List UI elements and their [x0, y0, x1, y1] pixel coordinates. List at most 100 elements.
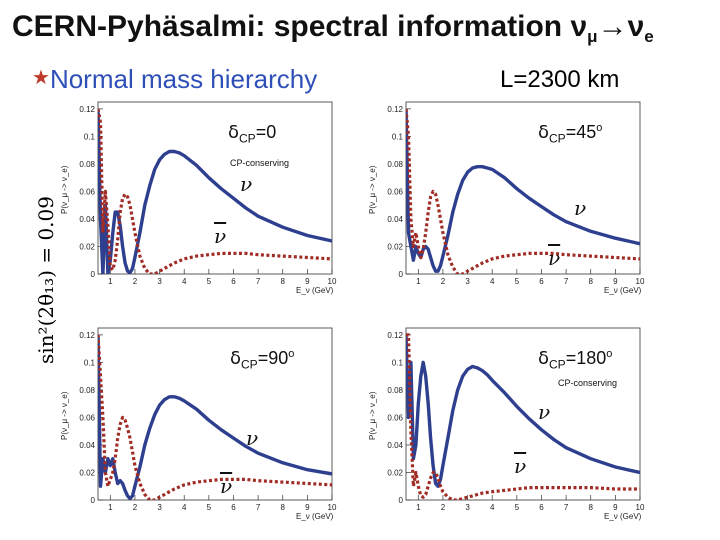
x-tick-label: 5	[207, 277, 212, 286]
nu-label: ν	[574, 196, 587, 220]
bullet-normal-hierarchy: ★Normal mass hierarchy	[32, 64, 317, 95]
y-tick-label: 0.1	[392, 132, 404, 141]
delta-sub: CP	[549, 357, 566, 372]
x-tick-label: 10	[328, 503, 337, 512]
x-tick-label: 8	[589, 503, 594, 512]
x-axis-label: E_ν (GeV)	[296, 286, 334, 295]
x-tick-label: 7	[256, 277, 261, 286]
nubar-label: ν	[220, 474, 233, 498]
y-tick-label: 0.02	[387, 468, 403, 477]
x-tick-label: 2	[441, 277, 446, 286]
x-tick-label: 4	[490, 277, 495, 286]
side-label-container: sin²(2θ₁₃) = 0.09	[2, 160, 58, 400]
y-tick-label: 0.1	[84, 132, 96, 141]
delta-sub: CP	[239, 131, 256, 146]
nubar-label: ν	[548, 246, 561, 270]
x-tick-label: 3	[157, 503, 162, 512]
x-tick-label: 5	[515, 503, 520, 512]
delta-symbol: δ	[230, 348, 242, 369]
neutrino-curve	[406, 334, 640, 488]
y-tick-label: 0	[91, 496, 96, 505]
panel-top-right: 1 2 3 4 5 6 7 8 9 10 0 0.02 0.04 0.06 0.08 0.1 0.12 P(ν_μ…	[368, 96, 650, 304]
y-tick-label: 0.08	[79, 160, 95, 169]
plot-frame	[97, 327, 333, 501]
x-tick-label: 9	[305, 503, 310, 512]
delta-cp-label: δCP=0	[228, 122, 276, 146]
probability-plot: 1 2 3 4 5 6 7 8 9 10 0 0.02 0.04 0.06 0.08 0.1 0.12	[79, 327, 337, 512]
probability-plot: 1 2 3 4 5 6 7 8 9 10 0 0.02 0.04 0.06 0.08 0.1 0.12	[387, 101, 645, 286]
nu-label: ν	[246, 426, 259, 450]
neutrino-curve	[98, 108, 332, 274]
y-tick-label: 0.06	[79, 187, 95, 196]
x-tick-label: 1	[416, 503, 421, 512]
star-icon: ★	[32, 67, 50, 89]
x-axis-label: E_ν (GeV)	[296, 512, 334, 521]
delta-value: =180	[565, 348, 607, 368]
x-tick-label: 1	[416, 277, 421, 286]
delta-cp-label: δCP=180o	[538, 348, 612, 372]
y-axis-label: P(ν_μ -> ν_e)	[60, 391, 69, 440]
neutrino-curve	[98, 334, 332, 500]
x-tick-label: 5	[207, 503, 212, 512]
probability-plot: 1 2 3 4 5 6 7 8 9 10 0 0.02 0.04 0.06 0.08 0.1 0.12	[79, 101, 337, 286]
x-tick-label: 6	[539, 503, 544, 512]
x-tick-label: 1	[108, 503, 113, 512]
x-tick-label: 8	[281, 503, 286, 512]
panel-top-left: 1 2 3 4 5 6 7 8 9 10 0 0.02 0.04 0.06 0.08 0.1 0.12 P(ν_μ…	[60, 96, 342, 304]
y-tick-label: 0.12	[387, 331, 403, 340]
x-tick-label: 9	[305, 277, 310, 286]
x-tick-label: 4	[182, 503, 187, 512]
delta-value: =0	[255, 122, 277, 142]
x-tick-label: 6	[231, 277, 236, 286]
x-tick-label: 3	[157, 277, 162, 286]
slide-title: CERN-Pyhäsalmi: spectral information νμ→…	[12, 10, 654, 46]
x-tick-label: 8	[281, 277, 286, 286]
x-tick-label: 10	[636, 503, 645, 512]
x-tick-label: 4	[182, 277, 187, 286]
y-tick-label: 0.06	[387, 413, 403, 422]
y-tick-label: 0.02	[79, 468, 95, 477]
antineutrino-curve	[98, 334, 332, 500]
theta13-label: sin²(2θ₁₃) = 0.09	[34, 196, 58, 364]
y-tick-label: 0.12	[387, 105, 403, 114]
y-tick-label: 0.06	[79, 413, 95, 422]
y-tick-label: 0.08	[387, 160, 403, 169]
y-tick-label: 0.06	[387, 187, 403, 196]
x-tick-label: 2	[441, 503, 446, 512]
y-tick-label: 0.12	[79, 105, 95, 114]
y-tick-label: 0.1	[84, 358, 96, 367]
delta-degree: o	[606, 348, 613, 360]
x-tick-label: 9	[613, 503, 618, 512]
x-tick-label: 9	[613, 277, 618, 286]
nubar-label: ν	[214, 224, 227, 248]
delta-symbol: δ	[538, 348, 550, 369]
delta-value: =90	[257, 348, 289, 368]
x-axis-label: E_ν (GeV)	[604, 512, 642, 521]
y-tick-label: 0.08	[387, 386, 403, 395]
x-tick-label: 2	[133, 277, 138, 286]
delta-cp-label: δCP=45o	[538, 122, 602, 146]
x-tick-label: 2	[133, 503, 138, 512]
y-tick-label: 0.04	[387, 441, 403, 450]
y-tick-label: 0	[399, 270, 404, 279]
nubar-label: ν	[514, 454, 527, 478]
antineutrino-curve	[98, 108, 332, 274]
x-tick-label: 1	[108, 277, 113, 286]
y-axis-label: P(ν_μ -> ν_e)	[60, 165, 69, 214]
y-tick-label: 0	[399, 496, 404, 505]
x-tick-label: 10	[328, 277, 337, 286]
y-tick-label: 0.04	[79, 215, 95, 224]
nu-label: ν	[240, 172, 253, 196]
neutrino-curve	[406, 108, 640, 273]
y-tick-label: 0	[91, 270, 96, 279]
x-tick-label: 7	[564, 503, 569, 512]
y-axis-label: P(ν_μ -> ν_e)	[368, 391, 377, 440]
x-tick-label: 5	[515, 277, 520, 286]
plot-frame	[97, 101, 333, 275]
y-tick-label: 0.02	[387, 242, 403, 251]
x-tick-label: 4	[490, 503, 495, 512]
panel-bottom-left: 1 2 3 4 5 6 7 8 9 10 0 0.02 0.04 0.06 0.08 0.1 0.12 P(ν_μ…	[60, 322, 342, 530]
y-tick-label: 0.12	[79, 331, 95, 340]
x-tick-label: 7	[564, 277, 569, 286]
x-tick-label: 3	[465, 503, 470, 512]
